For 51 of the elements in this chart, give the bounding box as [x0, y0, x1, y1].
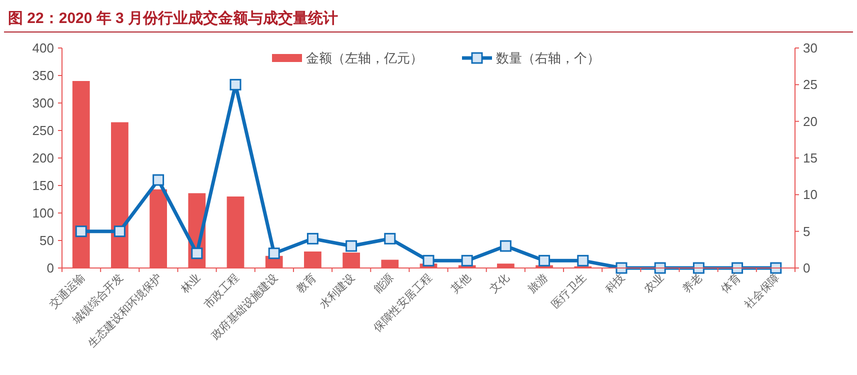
x-tick-label: 旅游 [526, 270, 550, 296]
x-tick-label: 其他 [448, 270, 474, 296]
point [770, 262, 782, 274]
x-tick-label: 农业 [641, 270, 666, 296]
y-tick-label: 100 [32, 206, 54, 221]
point [538, 254, 550, 266]
x-tick-label: 体育 [718, 270, 744, 296]
y2-tick-label: 5 [803, 224, 810, 239]
y2-tick-label: 10 [803, 187, 818, 202]
y-tick-label: 400 [32, 40, 54, 56]
point [422, 254, 434, 266]
point [732, 262, 744, 274]
point [114, 226, 126, 238]
chart-title: 图 22：2020 年 3 月份行业成交金额与成交量统计 [8, 9, 338, 27]
y-tick-label: 350 [32, 68, 54, 84]
point [306, 232, 318, 244]
point [577, 254, 589, 266]
legend-label: 金额（左轴，亿元） [306, 50, 423, 66]
point [152, 174, 164, 186]
y2-tick-label: 25 [803, 77, 818, 92]
y2-tick-label: 0 [803, 260, 810, 276]
y2-tick-label: 15 [803, 150, 818, 166]
y-tick-label: 200 [32, 150, 54, 166]
y-tick-label: 250 [32, 123, 54, 138]
point [268, 248, 280, 260]
x-tick-label: 水利建设 [317, 270, 358, 312]
point [346, 240, 358, 252]
y-tick-label: 0 [46, 260, 54, 276]
point [191, 248, 203, 260]
x-tick-label: 文化 [487, 270, 512, 296]
point [654, 262, 666, 274]
legend-label: 数量（右轴，个） [496, 50, 600, 66]
point [461, 254, 473, 266]
point [616, 262, 628, 274]
y-tick-label: 300 [32, 96, 54, 111]
x-tick-label: 林业 [178, 270, 204, 296]
x-tick-label: 科技 [604, 272, 628, 296]
y-tick-label: 50 [40, 233, 54, 248]
point [75, 226, 87, 238]
point [692, 262, 704, 274]
x-tick-label: 医疗卫生 [548, 270, 590, 312]
point [384, 232, 396, 244]
x-tick-label: 社会保障 [742, 270, 782, 312]
x-tick-label: 教育 [294, 270, 319, 296]
point [500, 240, 512, 252]
x-tick-label: 能源 [371, 270, 396, 296]
x-tick-label: 养老 [680, 270, 705, 296]
y2-tick-label: 30 [803, 40, 818, 56]
y2-tick-label: 20 [803, 114, 818, 129]
y-tick-label: 150 [32, 178, 54, 194]
point [230, 78, 242, 90]
